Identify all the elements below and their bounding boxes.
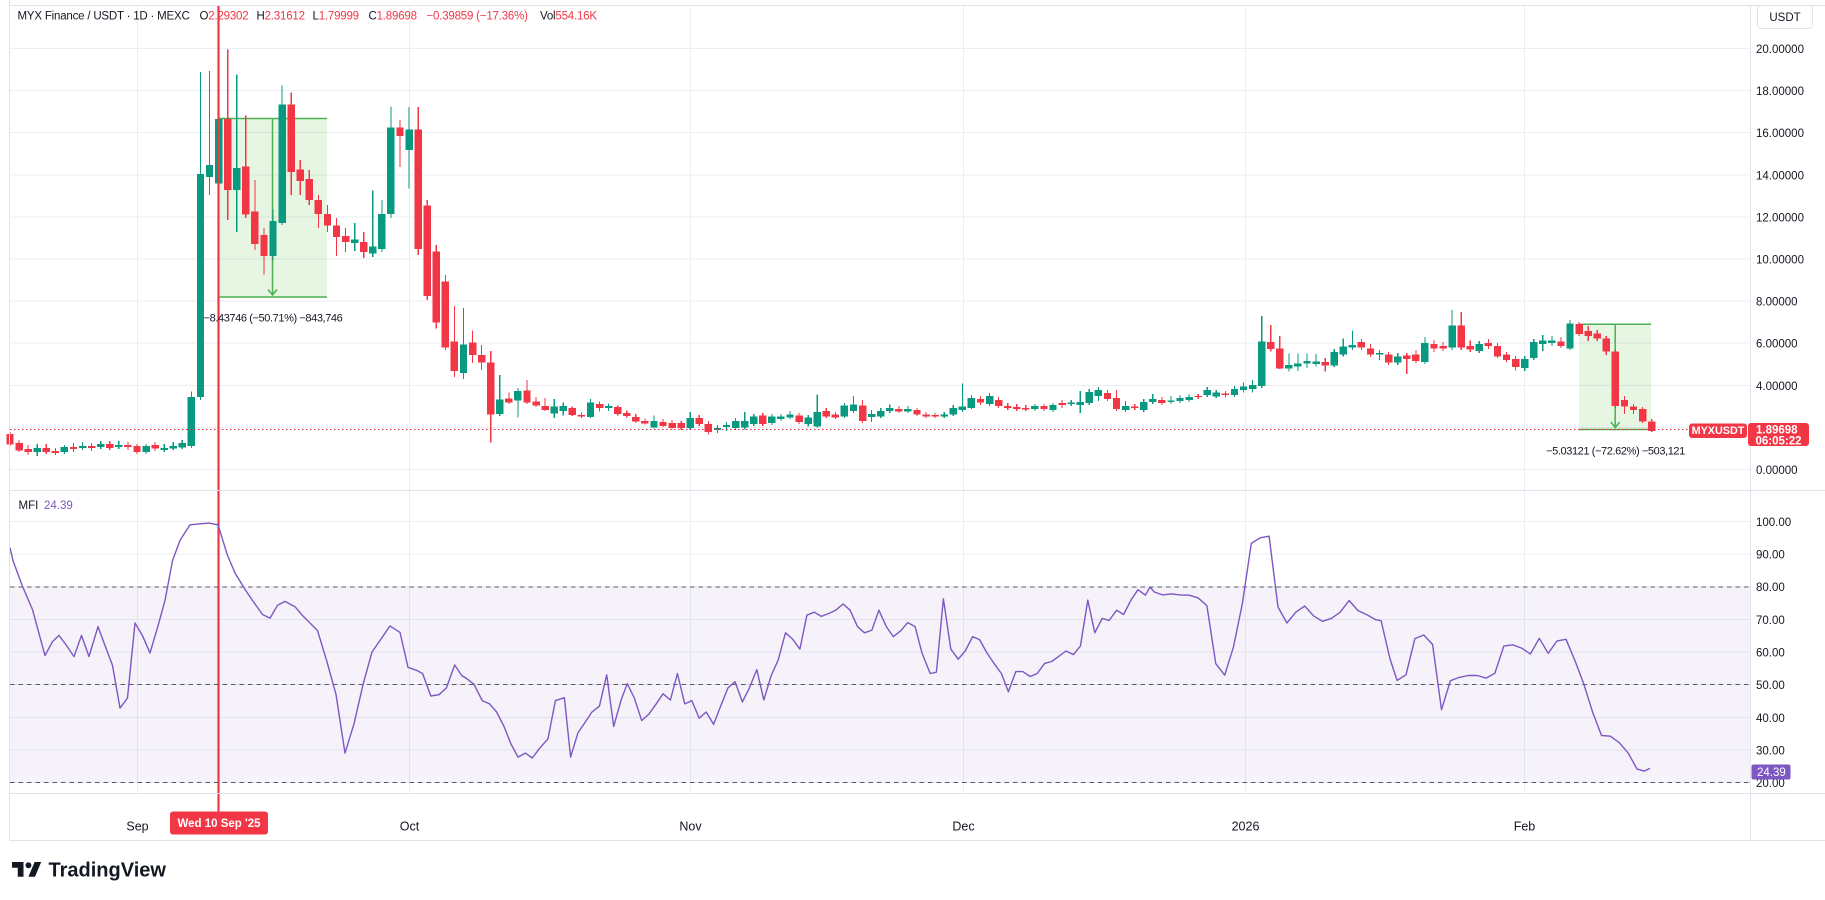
svg-text:40.00: 40.00 <box>1756 713 1785 725</box>
svg-text:4.00000: 4.00000 <box>1756 381 1798 393</box>
svg-text:20.00000: 20.00000 <box>1756 44 1804 56</box>
svg-text:30.00: 30.00 <box>1756 745 1785 757</box>
svg-text:50.00: 50.00 <box>1756 680 1785 692</box>
svg-text:12.00000: 12.00000 <box>1756 212 1804 224</box>
svg-text:70.00: 70.00 <box>1756 615 1785 627</box>
svg-text:MYXUSDT: MYXUSDT <box>1692 425 1745 437</box>
svg-text:Oct: Oct <box>400 820 420 834</box>
svg-text:14.00000: 14.00000 <box>1756 170 1804 182</box>
svg-text:24.39: 24.39 <box>44 500 73 512</box>
svg-text:24.39: 24.39 <box>1757 767 1786 779</box>
svg-text:80.00: 80.00 <box>1756 582 1785 594</box>
svg-text:Feb: Feb <box>1514 820 1536 834</box>
svg-text:Wed 10 Sep '25: Wed 10 Sep '25 <box>177 818 261 830</box>
svg-text:16.00000: 16.00000 <box>1756 128 1804 140</box>
svg-text:18.00000: 18.00000 <box>1756 86 1804 98</box>
svg-text:06:05:22: 06:05:22 <box>1756 436 1802 448</box>
svg-text:TradingView: TradingView <box>49 860 167 882</box>
svg-text:Sep: Sep <box>126 820 148 834</box>
svg-text:0.00000: 0.00000 <box>1756 465 1798 477</box>
svg-text:−5.03121 (−72.62%) −503,121: −5.03121 (−72.62%) −503,121 <box>1546 446 1685 458</box>
svg-text:20.00: 20.00 <box>1756 778 1785 790</box>
svg-text:MFI: MFI <box>19 500 39 512</box>
svg-text:Dec: Dec <box>952 820 974 834</box>
svg-text:2026: 2026 <box>1232 820 1260 834</box>
svg-text:90.00: 90.00 <box>1756 550 1785 562</box>
svg-text:USDT: USDT <box>1769 12 1800 24</box>
svg-text:8.00000: 8.00000 <box>1756 297 1798 309</box>
svg-text:Nov: Nov <box>679 820 702 834</box>
svg-text:−8.43746 (−50.71%) −843,746: −8.43746 (−50.71%) −843,746 <box>204 313 343 325</box>
svg-text:1.89698: 1.89698 <box>1756 425 1798 437</box>
svg-text:60.00: 60.00 <box>1756 648 1785 660</box>
svg-text:100.00: 100.00 <box>1756 517 1791 529</box>
svg-text:10.00000: 10.00000 <box>1756 255 1804 267</box>
svg-text:6.00000: 6.00000 <box>1756 339 1798 351</box>
